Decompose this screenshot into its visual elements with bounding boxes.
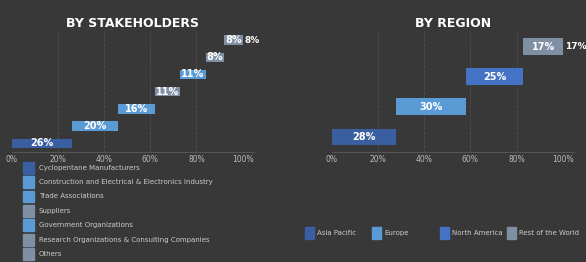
Text: 8%: 8%: [207, 52, 223, 62]
Bar: [206, 52, 224, 62]
Bar: [397, 99, 466, 115]
Text: 17%: 17%: [532, 41, 555, 52]
Bar: [155, 87, 180, 96]
Text: 11%: 11%: [156, 87, 179, 97]
Text: Construction and Electrical & Electronics Industry: Construction and Electrical & Electronic…: [39, 179, 213, 185]
Bar: [12, 139, 71, 148]
Text: Others: Others: [39, 251, 62, 257]
Text: Suppliers: Suppliers: [39, 208, 71, 214]
Text: 25%: 25%: [483, 72, 506, 82]
Text: Trade Associations: Trade Associations: [39, 194, 103, 199]
Text: Cyclopentane Manufacturers: Cyclopentane Manufacturers: [39, 165, 139, 171]
Text: 11%: 11%: [182, 69, 205, 79]
Text: Research Organizations & Consulting Companies: Research Organizations & Consulting Comp…: [39, 237, 209, 243]
Bar: [224, 35, 243, 45]
Text: 30%: 30%: [420, 102, 443, 112]
Text: 16%: 16%: [125, 104, 148, 114]
Bar: [118, 104, 155, 114]
Bar: [180, 70, 206, 79]
Text: North America: North America: [452, 230, 502, 236]
Text: Government Organizations: Government Organizations: [39, 222, 132, 228]
Text: 28%: 28%: [352, 132, 376, 142]
Bar: [466, 68, 523, 85]
Text: 26%: 26%: [30, 138, 53, 148]
Text: 8%: 8%: [225, 35, 242, 45]
Text: 8%: 8%: [245, 36, 260, 45]
Title: BY REGION: BY REGION: [415, 17, 491, 30]
Bar: [523, 38, 563, 55]
Text: Rest of the World: Rest of the World: [519, 230, 579, 236]
Title: BY STAKEHOLDERS: BY STAKEHOLDERS: [66, 17, 199, 30]
Text: 17%: 17%: [565, 42, 586, 51]
Bar: [71, 121, 118, 131]
Bar: [332, 129, 397, 145]
Text: Europe: Europe: [384, 230, 409, 236]
Text: Asia Pacific: Asia Pacific: [317, 230, 356, 236]
Text: 20%: 20%: [83, 121, 107, 131]
